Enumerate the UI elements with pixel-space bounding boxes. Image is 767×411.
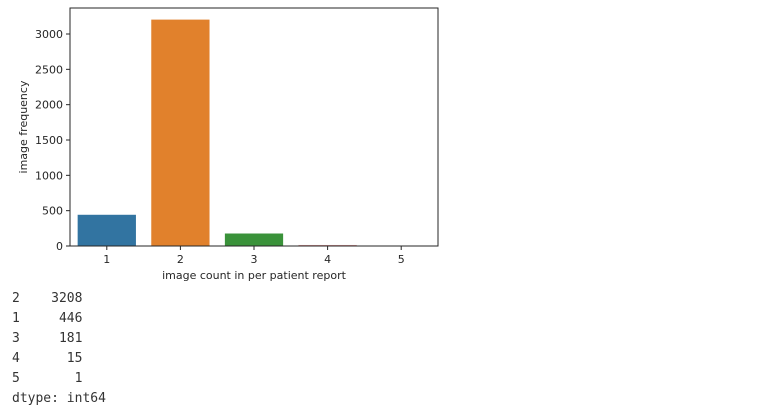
x-tick-label: 4: [324, 253, 331, 266]
y-tick-label: 2000: [35, 99, 63, 112]
bar-3: [224, 232, 284, 247]
bar-chart: 0 500 1000 1500 2000 2500 3000 1 2 3 4 5 image cou…: [17, 7, 439, 282]
y-tick-label: 0: [56, 240, 63, 253]
x-tick-label: 1: [103, 253, 110, 266]
output-line: dtype: int64: [12, 391, 106, 406]
plot-frame: [69, 7, 439, 247]
series-output: 2 3208 1 446 3 181 4 15 5 1 dtype: int64: [12, 289, 106, 409]
x-axis: 1 2 3 4 5: [103, 246, 405, 266]
y-tick-label: 500: [42, 205, 63, 218]
x-tick-label: 2: [177, 253, 184, 266]
output-line: 1 446: [12, 311, 83, 326]
y-tick-label: 1000: [35, 169, 63, 182]
output-line: 4 15: [12, 351, 83, 366]
bar-2: [150, 19, 211, 247]
bars: [77, 19, 431, 247]
output-line: 2 3208: [12, 291, 83, 306]
y-axis: 0 500 1000 1500 2000 2500 3000: [35, 28, 70, 253]
x-tick-label: 3: [251, 253, 258, 266]
output-line: 3 181: [12, 331, 83, 346]
bar-1: [77, 214, 137, 247]
y-tick-label: 3000: [35, 28, 63, 41]
y-axis-label: image frequency: [17, 80, 30, 173]
y-tick-label: 1500: [35, 134, 63, 147]
y-tick-label: 2500: [35, 63, 63, 76]
x-tick-label: 5: [398, 253, 405, 266]
output-line: 5 1: [12, 371, 83, 386]
x-axis-label: image count in per patient report: [162, 269, 347, 282]
